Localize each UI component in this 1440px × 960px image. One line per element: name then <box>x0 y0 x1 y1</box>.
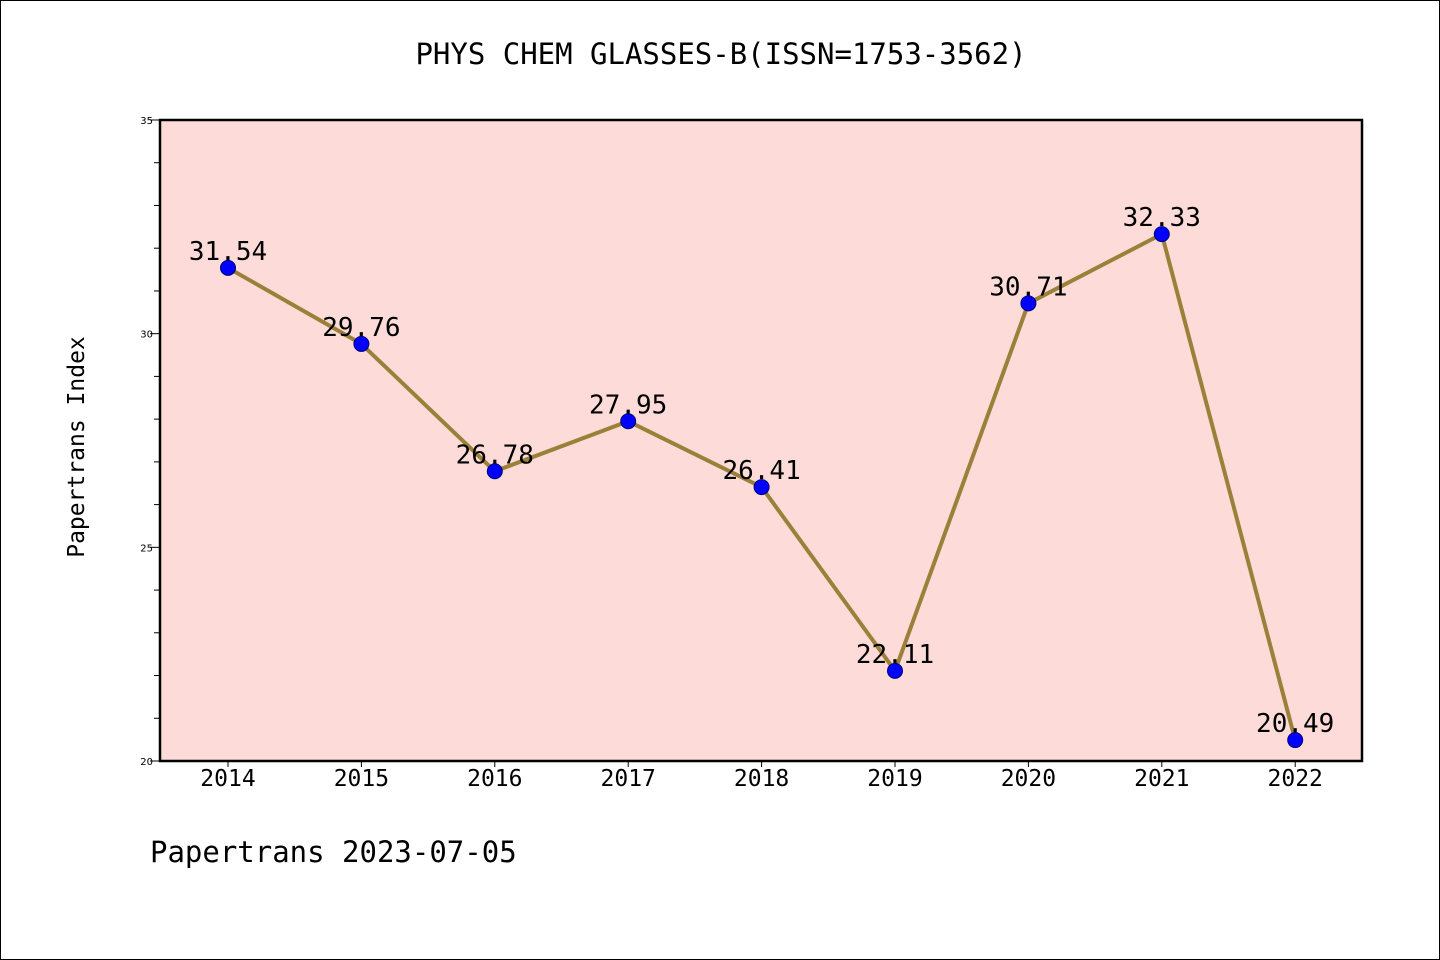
data-point <box>620 413 637 430</box>
x-tick-label: 2016 <box>467 766 522 792</box>
plot-border <box>158 118 1364 763</box>
y-tick-label: 30 <box>140 330 153 341</box>
x-tick-label: 2021 <box>1134 766 1189 792</box>
x-tick-label: 2022 <box>1268 766 1323 792</box>
y-tick-label: 35 <box>140 116 153 127</box>
data-label: 27.95 <box>589 390 667 420</box>
data-label: 20.49 <box>1256 709 1334 739</box>
x-tick-label: 2015 <box>334 766 389 792</box>
x-tick-label: 2018 <box>734 766 789 792</box>
chart-title: PHYS CHEM GLASSES-B(ISSN=1753-3562) <box>415 37 1027 71</box>
data-point <box>1153 226 1170 243</box>
x-tick-label: 2020 <box>1001 766 1056 792</box>
data-point <box>353 335 370 352</box>
data-label: 32.33 <box>1123 203 1201 233</box>
data-label: 22.11 <box>856 640 934 670</box>
data-point <box>220 259 236 276</box>
data-point <box>753 479 770 496</box>
data-point <box>1287 732 1304 749</box>
data-label: 31.54 <box>189 237 267 267</box>
x-tick-label: 2019 <box>867 766 922 792</box>
x-axis: 2014 2015 2016 2017 2018 2019 2020 2021 2022 <box>200 761 1323 792</box>
data-point <box>887 662 903 679</box>
data-labels: 31.54 29.76 26.78 27.95 26.41 22.11 30.71 32.33… <box>189 203 1334 739</box>
data-point <box>1020 295 1037 312</box>
data-point <box>486 463 503 480</box>
series-papertrans-index <box>220 226 1304 749</box>
data-label: 26.41 <box>722 456 800 486</box>
y-axis: 20 25 30 35 <box>140 116 160 768</box>
data-label: 29.76 <box>322 313 400 343</box>
y-tick-label: 25 <box>140 543 153 554</box>
y-tick-label: 20 <box>140 757 153 768</box>
footer-text: Papertrans 2023-07-05 <box>150 835 517 869</box>
data-label: 30.71 <box>989 272 1067 302</box>
data-label: 26.78 <box>456 440 534 470</box>
x-tick-label: 2017 <box>601 766 656 792</box>
x-tick-label: 2014 <box>200 766 255 792</box>
